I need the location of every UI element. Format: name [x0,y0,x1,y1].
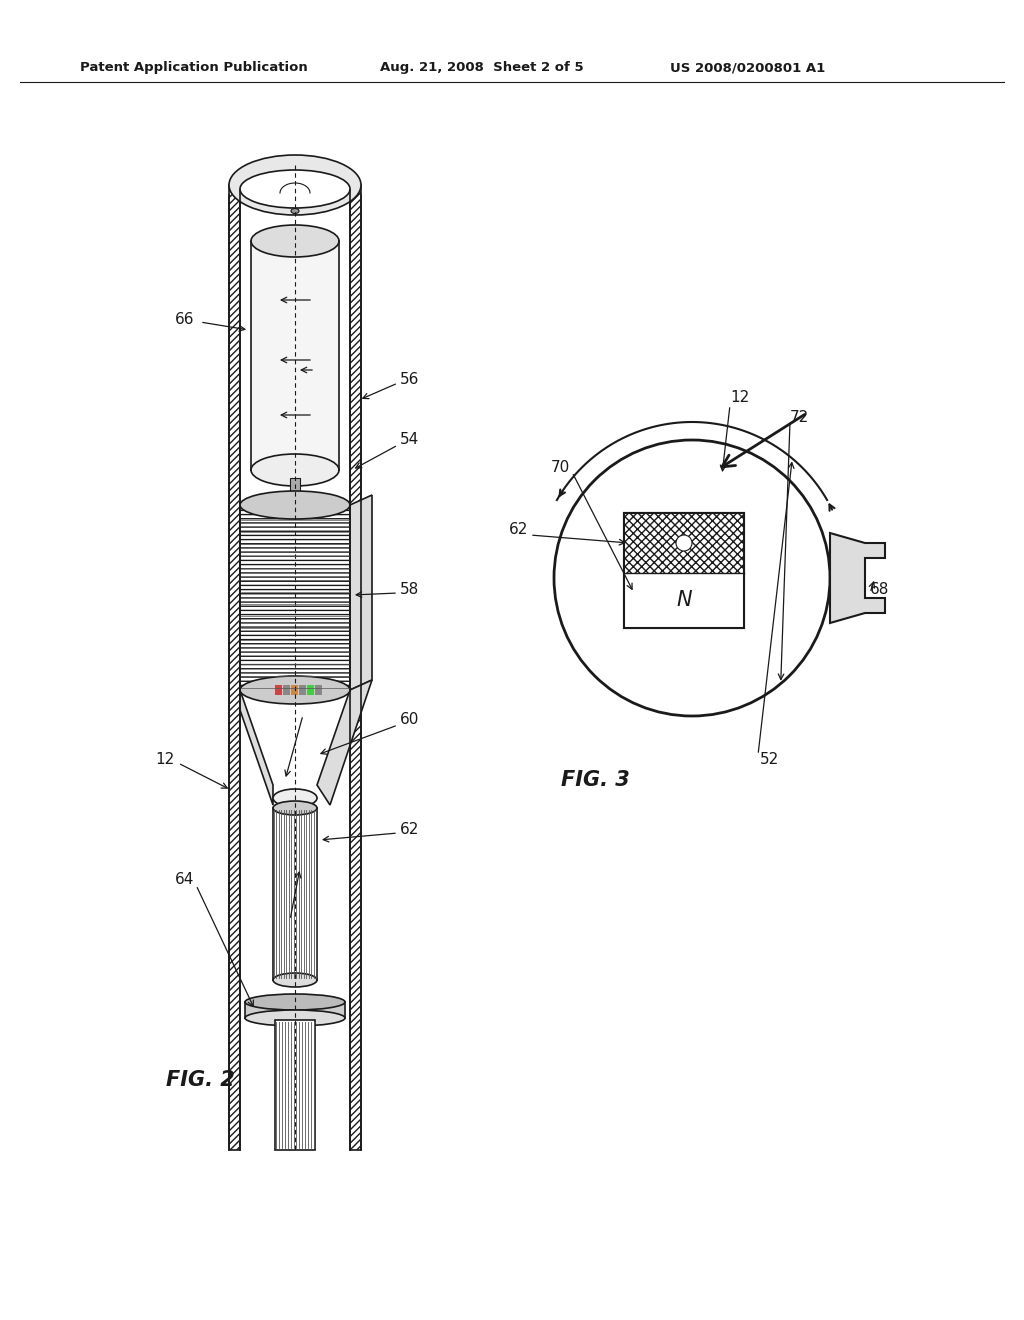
Ellipse shape [245,994,345,1010]
Bar [240,506,350,690]
Ellipse shape [229,154,361,215]
Bar [299,685,306,696]
Bar [624,513,744,628]
Ellipse shape [251,224,339,257]
Text: 12: 12 [730,391,750,405]
Ellipse shape [245,1010,345,1026]
Bar [275,1020,315,1150]
Ellipse shape [291,209,299,214]
Bar [291,685,298,696]
Ellipse shape [240,491,350,519]
Text: Patent Application Publication: Patent Application Publication [80,62,308,74]
Circle shape [676,535,692,550]
Ellipse shape [273,789,317,807]
Text: 62: 62 [400,822,420,837]
Bar [273,808,317,979]
Text: 54: 54 [400,433,419,447]
Text: 12: 12 [156,752,175,767]
Ellipse shape [240,170,350,209]
Text: 58: 58 [400,582,419,598]
Polygon shape [830,533,885,623]
Polygon shape [240,690,273,805]
Text: Aug. 21, 2008  Sheet 2 of 5: Aug. 21, 2008 Sheet 2 of 5 [380,62,584,74]
Text: 64: 64 [175,873,195,887]
Text: FIG. 2: FIG. 2 [166,1071,234,1090]
Bar [624,573,744,628]
Text: 60: 60 [400,713,420,727]
Text: 66: 66 [175,313,195,327]
Text: 52: 52 [760,752,779,767]
Bar [229,185,240,1150]
Ellipse shape [251,454,339,486]
Polygon shape [350,495,372,690]
Bar [283,685,290,696]
Text: 68: 68 [870,582,890,598]
Bar [315,685,322,696]
Bar [624,513,744,628]
Circle shape [554,440,830,715]
Polygon shape [317,680,372,805]
Text: 72: 72 [790,411,809,425]
Text: 70: 70 [551,461,570,475]
Text: N: N [676,590,692,610]
Bar [275,685,282,696]
Text: 56: 56 [400,372,420,388]
Bar [245,1002,345,1018]
Bar [307,685,314,696]
Bar [290,478,300,496]
Ellipse shape [240,676,350,704]
Text: US 2008/0200801 A1: US 2008/0200801 A1 [670,62,825,74]
Bar [624,513,744,573]
Text: FIG. 3: FIG. 3 [560,770,630,789]
Ellipse shape [273,801,317,814]
Ellipse shape [273,973,317,987]
Bar [251,242,339,470]
Text: 62: 62 [509,523,528,537]
Bar [350,185,361,1150]
